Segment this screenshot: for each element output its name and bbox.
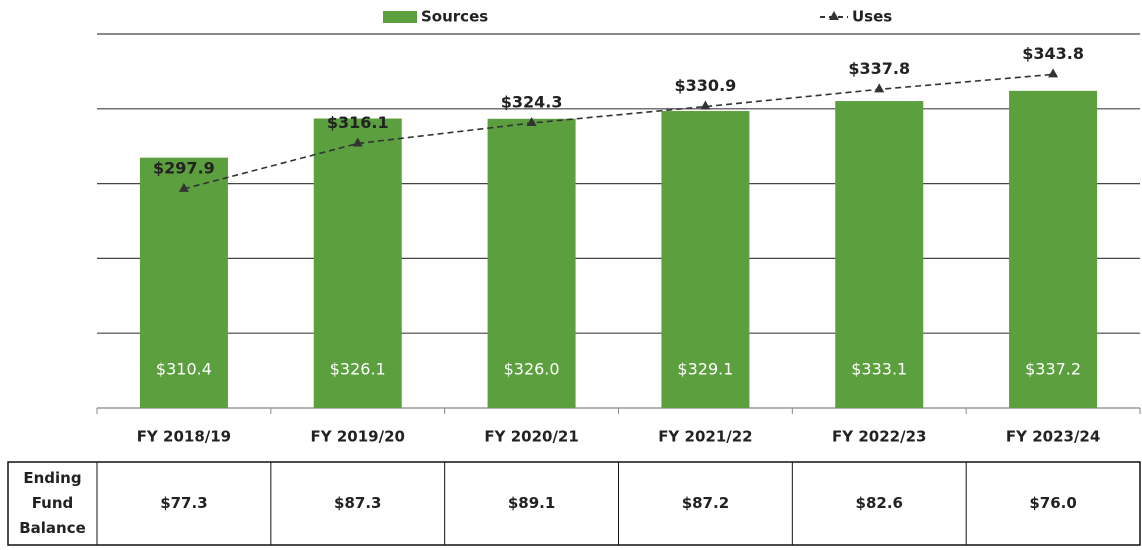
x-tick-label: FY 2021/22 — [658, 428, 752, 446]
bar — [1009, 90, 1098, 409]
legend-marker — [829, 11, 839, 20]
bar — [661, 111, 750, 408]
line-marker — [1048, 68, 1059, 78]
bar-value-label: $326.0 — [504, 360, 560, 379]
table-cell: $89.1 — [508, 494, 555, 512]
line-marker — [700, 100, 711, 110]
bar — [835, 101, 924, 408]
line-marker — [874, 83, 885, 93]
line-value-label: $337.8 — [848, 59, 910, 78]
line-marker — [526, 117, 537, 127]
line-marker — [352, 137, 363, 147]
bar-value-label: $310.4 — [156, 360, 212, 379]
bar-value-label: $326.1 — [330, 360, 386, 379]
x-tick-label: FY 2020/21 — [484, 428, 578, 446]
table-cell: $77.3 — [160, 494, 207, 512]
table-header: Ending Fund Balance — [19, 469, 86, 537]
line-value-label: $330.9 — [675, 76, 737, 95]
line-value-label: $297.9 — [153, 158, 215, 177]
bar — [487, 118, 576, 409]
x-tick-label: FY 2022/23 — [832, 428, 926, 446]
table-cell: $82.6 — [856, 494, 903, 512]
bar-value-label: $329.1 — [677, 360, 733, 379]
table-cell: $87.2 — [682, 494, 729, 512]
legend: Sources Uses — [383, 8, 892, 26]
bar — [313, 118, 402, 409]
bar-value-label: $333.1 — [851, 360, 907, 379]
legend-label: Sources — [421, 8, 488, 26]
table-cell: $87.3 — [334, 494, 381, 512]
legend-swatch — [383, 11, 417, 23]
table-border — [7, 461, 1141, 546]
table-cell: $76.0 — [1029, 494, 1076, 512]
bar-value-label: $337.2 — [1025, 360, 1081, 379]
line-marker — [178, 182, 189, 192]
line-value-label: $316.1 — [327, 113, 389, 132]
line-value-label: $343.8 — [1022, 44, 1084, 63]
legend-label: Uses — [852, 8, 892, 26]
x-tick-label: FY 2018/19 — [137, 428, 231, 446]
line — [183, 73, 1054, 190]
line-value-label: $324.3 — [501, 93, 563, 112]
bar — [139, 157, 228, 408]
x-tick-label: FY 2019/20 — [311, 428, 405, 446]
x-tick-label: FY 2023/24 — [1006, 428, 1100, 446]
